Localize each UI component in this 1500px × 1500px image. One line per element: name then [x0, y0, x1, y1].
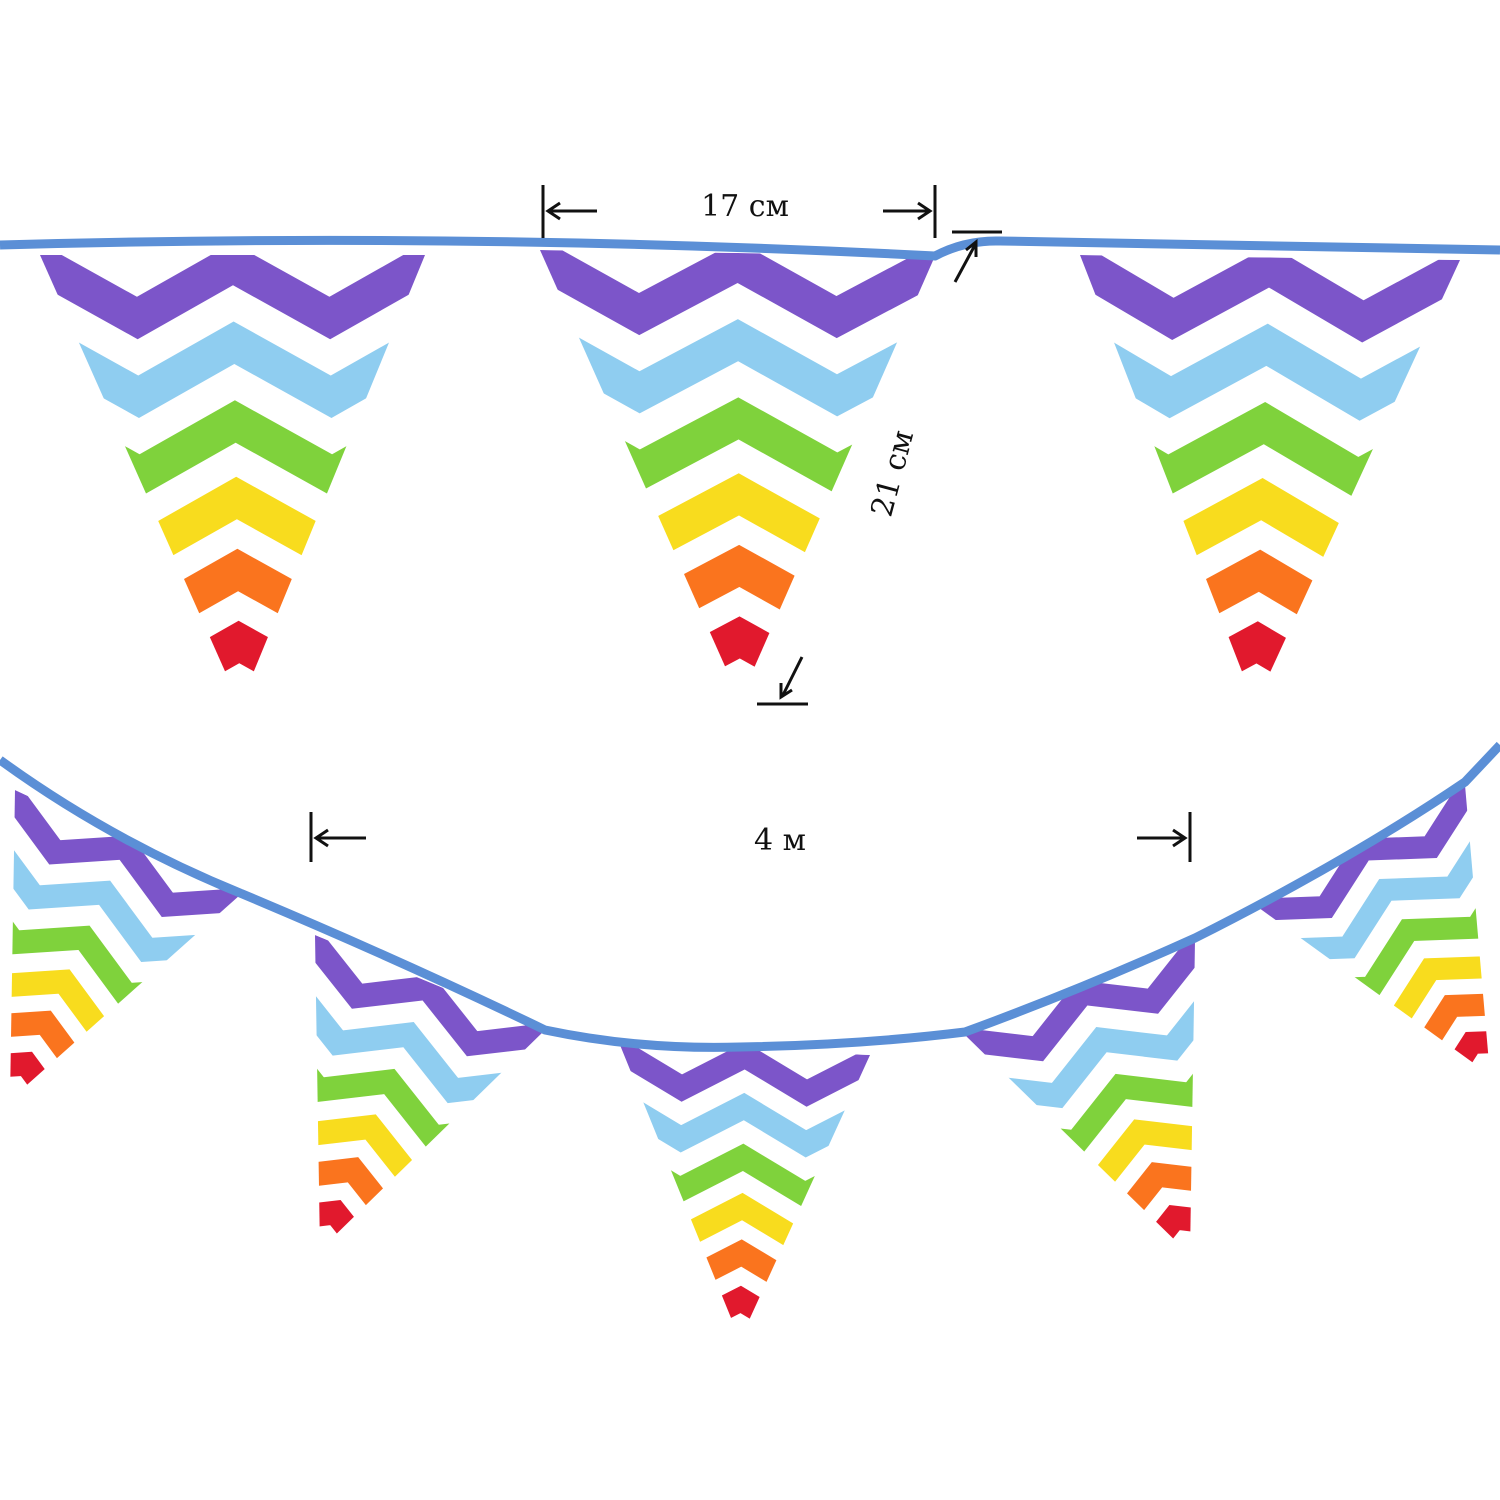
chevron-stripe — [615, 1185, 870, 1263]
chevron-stripe — [1065, 255, 1460, 345]
chevron-stripe — [540, 541, 938, 646]
chevron-stripe — [1065, 547, 1460, 650]
chevron-stripe — [540, 394, 938, 498]
chevron-stripe — [615, 1085, 870, 1163]
chevron-stripe — [540, 250, 938, 342]
cord-top — [0, 235, 1500, 261]
cord-bottom — [0, 741, 1500, 1052]
chevron-stripe — [1065, 475, 1460, 578]
width-dimension: 17 см — [541, 185, 937, 238]
flag-width-label: 17 см — [701, 189, 789, 224]
pennant-flag — [615, 1045, 870, 1345]
chevron-stripe — [1065, 321, 1460, 424]
pennant-flag — [0, 790, 240, 1153]
chevron-stripe — [615, 1232, 870, 1309]
chevron-stripe — [40, 321, 433, 418]
flag-height-label: 21 см — [865, 427, 922, 521]
chevron-stripe — [615, 1136, 870, 1214]
flags-group — [0, 250, 1500, 1345]
pennant-flag — [40, 255, 433, 705]
chevron-stripe — [540, 316, 938, 420]
length-dimension: 4 м — [309, 812, 1192, 862]
chevron-stripe — [40, 476, 433, 574]
chevron-stripe — [540, 613, 938, 703]
chevron-stripe — [540, 470, 938, 574]
chevron-stripe — [40, 255, 433, 340]
chevron-stripe — [615, 1278, 870, 1345]
chevron-stripe — [0, 790, 240, 1015]
chevron-stripe — [1065, 399, 1460, 502]
chevron-stripe — [615, 1045, 870, 1112]
chevron-stripe — [1065, 618, 1460, 708]
chevron-stripe — [40, 620, 433, 705]
total-length-label: 4 м — [754, 823, 806, 858]
chevron-stripe — [40, 400, 433, 497]
chevron-stripe — [0, 951, 240, 1153]
chevron-stripe — [40, 548, 433, 646]
chevron-stripe — [1260, 916, 1500, 1135]
pennant-flag — [1065, 255, 1460, 708]
chevron-stripe — [0, 790, 240, 970]
pennant-flag — [540, 250, 938, 703]
